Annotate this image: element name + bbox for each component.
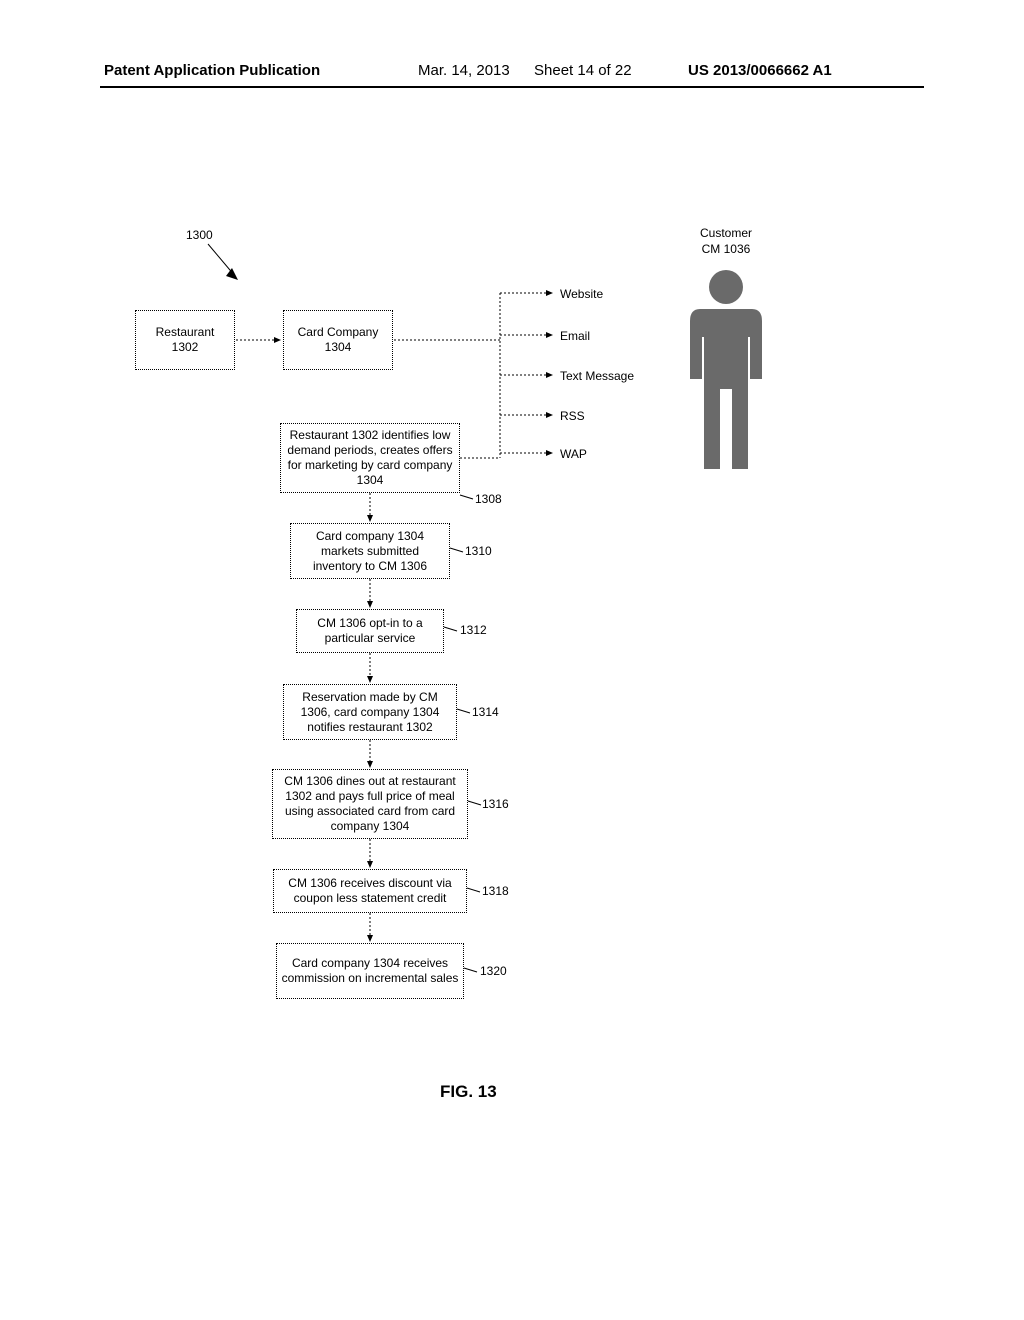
box-1310-text: Card company 1304 markets submitted inve… — [295, 529, 445, 574]
box-step-1314: Reservation made by CM 1306, card compan… — [283, 684, 457, 740]
channel-text: Text Message — [560, 369, 634, 383]
ref-1314: 1314 — [472, 705, 499, 719]
box-1318-text: CM 1306 receives discount via coupon les… — [278, 876, 462, 906]
box-step-1316: CM 1306 dines out at restaurant 1302 and… — [272, 769, 468, 839]
header-sheet: Sheet 14 of 22 — [534, 62, 632, 79]
ref-1316: 1316 — [482, 797, 509, 811]
box-1314-text: Reservation made by CM 1306, card compan… — [288, 690, 452, 735]
box-step-1308: Restaurant 1302 identifies low demand pe… — [280, 423, 460, 493]
channel-wap: WAP — [560, 447, 587, 461]
box-step-1318: CM 1306 receives discount via coupon les… — [273, 869, 467, 913]
box-1312-text: CM 1306 opt-in to a particular service — [301, 616, 439, 646]
box-step-1320: Card company 1304 receives commission on… — [276, 943, 464, 999]
diagram-svg — [0, 0, 1024, 1320]
box-cardco-text: Card Company 1304 — [298, 325, 379, 355]
ref-1312: 1312 — [460, 623, 487, 637]
figure-caption: FIG. 13 — [440, 1082, 497, 1102]
customer-label-2: CM 1036 — [691, 242, 761, 256]
box-restaurant: Restaurant 1302 — [135, 310, 235, 370]
person-icon — [690, 270, 762, 469]
box-1316-text: CM 1306 dines out at restaurant 1302 and… — [277, 774, 463, 834]
ref-1320: 1320 — [480, 964, 507, 978]
ref-1300: 1300 — [186, 228, 213, 242]
channel-website: Website — [560, 287, 603, 301]
box-step-1312: CM 1306 opt-in to a particular service — [296, 609, 444, 653]
ref-1310: 1310 — [465, 544, 492, 558]
box-1320-text: Card company 1304 receives commission on… — [281, 956, 459, 986]
ref-1308: 1308 — [475, 492, 502, 506]
header-date: Mar. 14, 2013 — [418, 62, 510, 79]
channel-rss: RSS — [560, 409, 585, 423]
header-rule — [100, 86, 924, 88]
box-restaurant-text: Restaurant 1302 — [156, 325, 215, 355]
box-card-company: Card Company 1304 — [283, 310, 393, 370]
box-1308-text: Restaurant 1302 identifies low demand pe… — [285, 428, 455, 488]
header-publication: Patent Application Publication — [104, 62, 320, 79]
customer-label-1: Customer — [691, 226, 761, 240]
patent-page: Patent Application Publication Mar. 14, … — [0, 0, 1024, 1320]
channel-email: Email — [560, 329, 590, 343]
header-pubno: US 2013/0066662 A1 — [688, 62, 832, 79]
box-step-1310: Card company 1304 markets submitted inve… — [290, 523, 450, 579]
ref-1318: 1318 — [482, 884, 509, 898]
